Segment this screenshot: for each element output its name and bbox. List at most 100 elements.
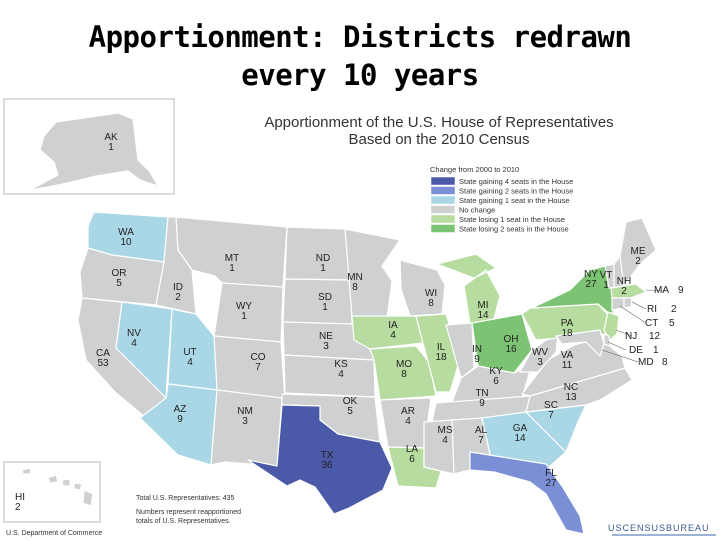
state-seats: 14 <box>477 310 489 321</box>
state-label-vt: VT1 <box>600 270 613 291</box>
state-abbr: CA <box>96 348 110 359</box>
state-seats: 2 <box>175 292 181 303</box>
state-seats: 8 <box>401 369 407 380</box>
state-seats: 1 <box>108 142 114 153</box>
state-label-ri: RI 2 <box>647 304 677 315</box>
state-abbr: OK <box>343 396 358 407</box>
state-abbr: MT <box>225 253 239 264</box>
state-label-id: ID2 <box>173 282 183 303</box>
state-tx <box>247 404 393 515</box>
alaska-inset-frame <box>3 98 175 195</box>
state-abbr: IA <box>388 320 398 331</box>
state-abbr: IL <box>437 342 446 353</box>
state-seats: 1 <box>322 302 328 313</box>
state-abbr: AR <box>401 406 415 417</box>
state-abbr: NV <box>127 328 141 339</box>
state-abbr: VT <box>600 270 613 281</box>
state-abbr: FL <box>545 468 557 479</box>
state-ia <box>351 315 424 350</box>
legend-label: State losing 1 seat in the House <box>459 215 565 224</box>
state-abbr: WV <box>532 347 548 358</box>
state-oh <box>471 313 533 374</box>
state-seats: 5 <box>669 318 675 329</box>
state-label-tn: TN9 <box>475 388 488 409</box>
state-abbr: PA <box>561 318 574 329</box>
state-label-mt: MT1 <box>225 253 239 274</box>
state-abbr: TX <box>321 450 334 461</box>
state-abbr: SD <box>318 292 332 303</box>
state-abbr: WY <box>236 301 252 312</box>
state-label-ia: IA4 <box>388 320 398 341</box>
state-abbr: IN <box>472 344 482 355</box>
state-abbr: ID <box>173 282 183 293</box>
state-label-ma: MA 9 <box>654 285 684 296</box>
legend-label: No change <box>459 206 495 215</box>
callout-lines <box>601 289 665 363</box>
state-seats: 13 <box>565 392 577 403</box>
slide-title-line-1: Apportionment: Districts redrawn <box>88 20 632 54</box>
state-hi <box>21 467 94 507</box>
legend-label: State losing 2 seats in the House <box>459 225 569 234</box>
state-seats: 4 <box>131 338 137 349</box>
state-label-wi: WI8 <box>425 288 437 309</box>
legend-swatch <box>430 214 456 224</box>
state-seats: 5 <box>347 406 353 417</box>
state-seats: 4 <box>187 357 193 368</box>
legend-swatch <box>430 176 456 186</box>
state-abbr: NE <box>319 331 333 342</box>
state-seats: 9 <box>678 285 684 296</box>
states-layer <box>21 112 657 535</box>
state-abbr: WA <box>118 227 134 238</box>
state-ak <box>29 112 159 191</box>
state-label-me: ME2 <box>631 246 646 267</box>
state-abbr: NJ <box>625 331 637 342</box>
state-abbr: KY <box>489 366 503 377</box>
state-seats: 27 <box>545 478 557 489</box>
state-label-sc: SC7 <box>544 400 558 421</box>
state-nm <box>210 389 283 467</box>
state-nj <box>603 311 620 341</box>
state-label-ut: UT4 <box>183 347 196 368</box>
state-abbr: WI <box>425 288 437 299</box>
state-seats: 8 <box>352 282 358 293</box>
state-seats: 6 <box>409 454 415 465</box>
state-abbr: AZ <box>174 404 187 415</box>
state-wi <box>399 259 446 317</box>
state-abbr: MI <box>477 300 488 311</box>
state-seats: 7 <box>478 435 484 446</box>
legend-swatch <box>430 195 456 205</box>
state-seats: 53 <box>97 358 109 369</box>
state-seats: 1 <box>241 311 247 322</box>
legend-swatch <box>430 205 456 214</box>
legend-label: State gaining 2 seats in the House <box>459 187 573 196</box>
state-abbr: OH <box>504 334 519 345</box>
state-label-ct: CT 5 <box>645 318 675 329</box>
legend-swatch <box>430 186 456 195</box>
state-seats: 3 <box>323 341 329 352</box>
state-label-nv: NV4 <box>127 328 141 349</box>
state-label-nm: NM3 <box>237 406 253 427</box>
state-ri <box>623 297 633 309</box>
state-ks <box>283 354 376 398</box>
state-label-wy: WY1 <box>236 301 252 322</box>
footnote-line-1: Numbers represent reapportioned <box>136 509 241 516</box>
state-md <box>555 329 605 357</box>
state-label-hi: HI2 <box>15 492 25 513</box>
state-seats: 2 <box>671 304 677 315</box>
state-de <box>603 333 611 347</box>
total-representatives: Total U.S. Representatives: 435 <box>136 495 235 502</box>
state-abbr: KS <box>334 359 348 370</box>
state-seats: 5 <box>116 278 122 289</box>
state-label-or: OR5 <box>112 268 127 289</box>
state-seats: 8 <box>428 298 434 309</box>
state-abbr: RI <box>647 304 657 315</box>
footnote-line-2: totals of U.S. Representatives. <box>136 518 231 525</box>
slide-title-line-2: every 10 years <box>241 58 479 92</box>
state-label-ks: KS4 <box>334 359 348 380</box>
map-title-line-2: Based on the 2010 Census <box>349 131 530 148</box>
